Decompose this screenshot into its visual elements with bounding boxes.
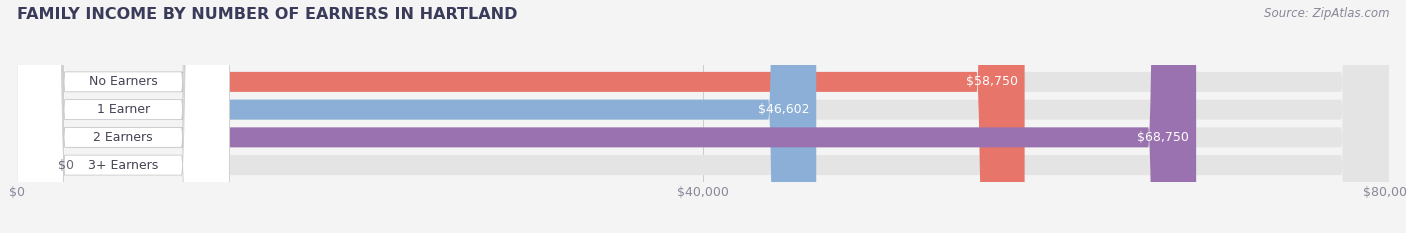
FancyBboxPatch shape xyxy=(17,0,1389,233)
Text: $68,750: $68,750 xyxy=(1137,131,1189,144)
FancyBboxPatch shape xyxy=(17,0,229,233)
Text: $46,602: $46,602 xyxy=(758,103,810,116)
FancyBboxPatch shape xyxy=(17,0,229,233)
FancyBboxPatch shape xyxy=(17,0,1389,233)
Text: No Earners: No Earners xyxy=(89,75,157,88)
Text: 1 Earner: 1 Earner xyxy=(97,103,150,116)
FancyBboxPatch shape xyxy=(17,0,1025,233)
Text: 3+ Earners: 3+ Earners xyxy=(89,159,159,171)
Text: Source: ZipAtlas.com: Source: ZipAtlas.com xyxy=(1264,7,1389,20)
Text: $58,750: $58,750 xyxy=(966,75,1018,88)
FancyBboxPatch shape xyxy=(17,0,1389,233)
Text: 2 Earners: 2 Earners xyxy=(93,131,153,144)
Text: $0: $0 xyxy=(58,159,75,171)
FancyBboxPatch shape xyxy=(17,0,1389,233)
FancyBboxPatch shape xyxy=(17,0,229,233)
FancyBboxPatch shape xyxy=(17,0,817,233)
Text: FAMILY INCOME BY NUMBER OF EARNERS IN HARTLAND: FAMILY INCOME BY NUMBER OF EARNERS IN HA… xyxy=(17,7,517,22)
FancyBboxPatch shape xyxy=(17,0,229,233)
FancyBboxPatch shape xyxy=(17,0,1197,233)
FancyBboxPatch shape xyxy=(0,0,65,233)
